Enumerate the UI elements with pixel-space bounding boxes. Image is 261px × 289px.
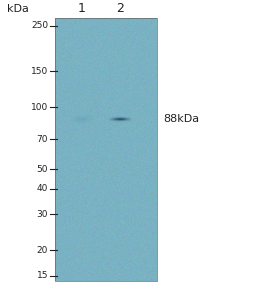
Text: 100: 100 [31,103,48,112]
Text: 88kDa: 88kDa [163,114,199,124]
Text: 15: 15 [37,271,48,281]
Text: 1: 1 [78,3,86,16]
Text: 40: 40 [37,184,48,193]
Text: 2: 2 [116,3,124,16]
Text: 50: 50 [37,164,48,173]
Text: 150: 150 [31,67,48,76]
Text: kDa: kDa [7,4,29,14]
Bar [55,18,157,281]
Text: 250: 250 [31,21,48,31]
Text: 70: 70 [37,135,48,144]
Text: 20: 20 [37,246,48,255]
Text: 30: 30 [37,210,48,219]
